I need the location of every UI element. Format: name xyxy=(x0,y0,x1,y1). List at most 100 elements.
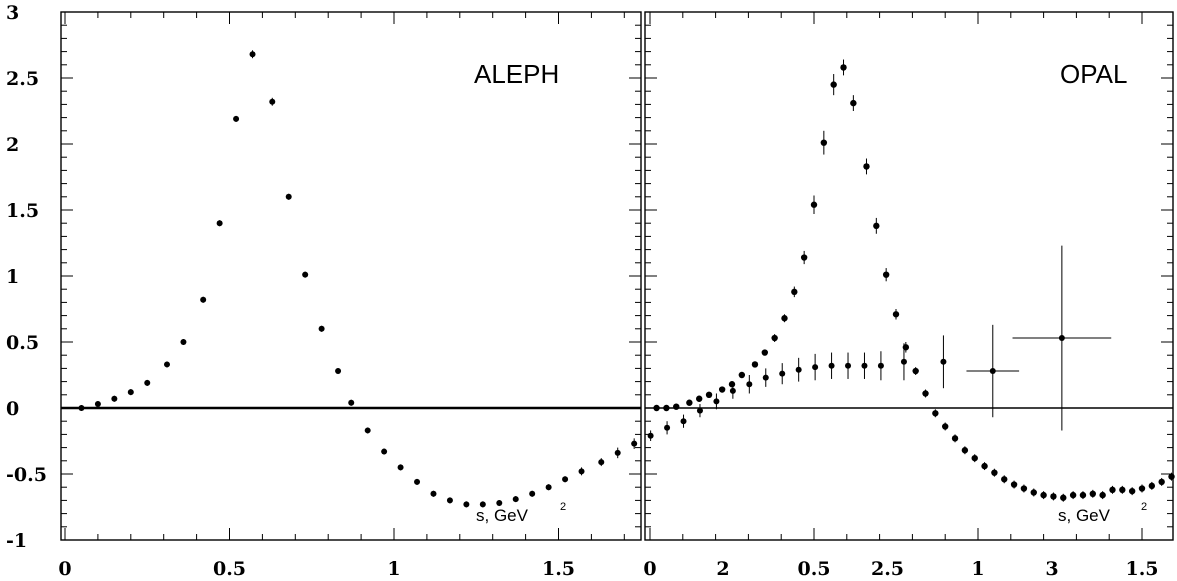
data-point xyxy=(631,440,638,447)
data-point xyxy=(820,139,828,146)
data-point xyxy=(1058,335,1065,342)
y-tick-label: 1 xyxy=(6,266,19,288)
data-point xyxy=(1030,489,1037,496)
data-point xyxy=(94,401,101,408)
data-point xyxy=(529,490,536,497)
data-point xyxy=(791,288,798,296)
data-point xyxy=(335,368,342,375)
data-point xyxy=(127,389,134,396)
data-point xyxy=(381,448,388,455)
data-point xyxy=(1128,487,1136,495)
data-point xyxy=(892,311,900,318)
data-point xyxy=(812,364,819,371)
y-tick-label: 2 xyxy=(6,134,19,156)
data-point xyxy=(269,98,276,105)
data-point xyxy=(961,447,969,454)
data-point xyxy=(1060,494,1067,501)
data-point xyxy=(751,361,759,368)
data-point xyxy=(200,296,207,303)
data-point xyxy=(496,500,503,507)
y-tick-label: 2.5 xyxy=(6,68,39,90)
data-point xyxy=(718,386,726,393)
data-point xyxy=(738,371,746,379)
data-point xyxy=(163,361,170,368)
data-point xyxy=(1050,493,1057,500)
data-point xyxy=(942,423,949,430)
x-tick-label: 2.5 xyxy=(871,558,904,580)
data-point xyxy=(828,362,835,369)
data-point xyxy=(216,220,223,227)
data-point xyxy=(364,427,371,434)
x-tick-label: 0.5 xyxy=(797,558,830,580)
data-point xyxy=(873,222,880,230)
data-point xyxy=(810,201,818,208)
data-point xyxy=(598,459,605,466)
data-point xyxy=(932,410,939,417)
data-point xyxy=(1001,476,1008,483)
data-point xyxy=(1040,491,1047,499)
data-point xyxy=(1158,478,1165,486)
left-x-axis-label-superscript: 2 xyxy=(560,501,566,513)
data-point xyxy=(680,418,687,425)
data-point xyxy=(111,395,118,402)
data-point xyxy=(302,271,309,278)
data-point xyxy=(1148,482,1156,490)
data-point xyxy=(479,501,486,508)
data-point xyxy=(882,271,890,278)
data-point xyxy=(850,99,857,107)
data-point xyxy=(463,501,470,508)
data-point xyxy=(877,362,884,369)
data-point xyxy=(989,368,996,375)
left-panel-frame xyxy=(60,11,642,541)
data-point xyxy=(673,403,680,410)
data-point xyxy=(614,449,621,456)
data-point xyxy=(1138,485,1146,492)
data-point xyxy=(900,358,907,365)
right-panel-axes: 0 0.5 1 1.5 2 2.5 3 xyxy=(643,11,1173,580)
data-point xyxy=(1020,485,1028,492)
data-point xyxy=(1099,491,1106,499)
data-point xyxy=(1109,486,1116,494)
data-point xyxy=(781,315,788,322)
data-point xyxy=(545,484,552,491)
data-point xyxy=(78,405,85,411)
data-point xyxy=(971,454,978,462)
data-point xyxy=(861,362,868,369)
data-point xyxy=(800,254,808,261)
data-point xyxy=(912,367,919,375)
left-panel-axes: 0 0.5 1 1.5 2 2.5 3 3 2.5 2 1.5 1 0.5 0 -0.5 -1 xyxy=(6,2,1059,580)
data-point xyxy=(696,395,703,402)
data-point xyxy=(430,490,437,497)
x-tick-label: 1 xyxy=(387,558,400,580)
data-point xyxy=(414,478,421,485)
data-point xyxy=(902,344,910,351)
x-tick-label: 1.5 xyxy=(1125,558,1158,580)
data-point xyxy=(1079,491,1087,499)
data-point xyxy=(1168,473,1175,480)
data-point xyxy=(830,81,837,88)
x-tick-label: 2 xyxy=(716,558,729,580)
data-point xyxy=(746,381,753,388)
x-tick-label: 0 xyxy=(58,558,71,580)
data-point xyxy=(951,435,959,442)
right-x-axis-label: s, GeV xyxy=(1058,506,1111,525)
data-point xyxy=(1089,490,1097,497)
data-point xyxy=(686,399,693,406)
data-point xyxy=(779,370,786,377)
data-point xyxy=(562,476,569,483)
data-point xyxy=(397,464,404,471)
data-point xyxy=(578,468,585,475)
left-panel-title: ALEPH xyxy=(474,59,559,89)
data-point xyxy=(1010,481,1018,488)
x-tick-label: 0 xyxy=(643,558,656,580)
y-tick-label: -1 xyxy=(6,530,27,552)
data-point xyxy=(696,407,703,414)
data-point xyxy=(795,366,802,373)
data-point xyxy=(863,163,870,170)
data-point xyxy=(728,381,736,388)
left-panel-data xyxy=(78,50,1112,508)
left-x-axis-label: s, GeV xyxy=(476,506,529,525)
data-point xyxy=(664,424,671,431)
data-point xyxy=(663,404,670,412)
